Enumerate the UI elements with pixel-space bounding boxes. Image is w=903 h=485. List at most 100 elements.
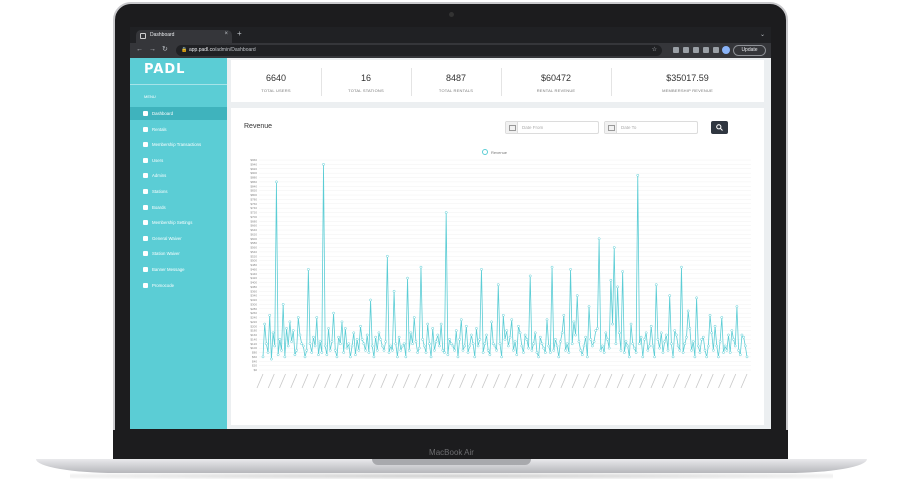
revenue-data-point[interactable]	[515, 353, 519, 357]
revenue-data-point[interactable]	[512, 348, 515, 352]
revenue-data-point[interactable]	[354, 353, 357, 357]
revenue-data-point[interactable]	[621, 270, 624, 273]
revenue-data-point[interactable]	[342, 351, 346, 354]
revenue-data-point[interactable]	[480, 268, 483, 271]
revenue-data-point[interactable]	[300, 342, 304, 346]
revenue-data-point[interactable]	[675, 333, 678, 337]
revenue-data-point[interactable]	[468, 344, 472, 348]
revenue-data-point[interactable]	[589, 338, 593, 341]
revenue-data-point[interactable]	[438, 344, 441, 348]
revenue-data-point[interactable]	[396, 355, 399, 359]
revenue-data-point[interactable]	[634, 351, 638, 354]
revenue-data-point[interactable]	[580, 353, 584, 357]
revenue-data-point[interactable]	[444, 211, 448, 214]
revenue-data-point[interactable]	[261, 355, 265, 359]
revenue-data-point[interactable]	[364, 348, 367, 352]
revenue-data-point[interactable]	[510, 318, 514, 322]
revenue-data-point[interactable]	[347, 342, 351, 346]
revenue-data-point[interactable]	[318, 340, 322, 343]
revenue-data-point[interactable]	[594, 329, 598, 332]
revenue-data-point[interactable]	[575, 294, 579, 297]
revenue-data-point[interactable]	[722, 351, 725, 354]
revenue-data-point[interactable]	[518, 331, 522, 335]
revenue-data-point[interactable]	[315, 316, 319, 319]
revenue-data-point[interactable]	[488, 353, 492, 357]
revenue-data-point[interactable]	[585, 355, 589, 359]
revenue-data-point[interactable]	[530, 348, 534, 352]
revenue-data-point[interactable]	[498, 342, 502, 346]
revenue-data-point[interactable]	[357, 348, 361, 352]
revenue-data-point[interactable]	[638, 342, 641, 346]
revenue-data-point[interactable]	[490, 320, 493, 324]
revenue-data-point[interactable]	[301, 344, 305, 348]
revenue-data-point[interactable]	[552, 348, 556, 352]
revenue-data-point[interactable]	[375, 348, 379, 352]
revenue-data-point[interactable]	[535, 351, 539, 354]
revenue-data-point[interactable]	[545, 318, 549, 322]
revenue-data-point[interactable]	[365, 333, 369, 337]
revenue-data-point[interactable]	[453, 348, 456, 352]
revenue-data-point[interactable]	[730, 329, 734, 332]
revenue-data-point[interactable]	[538, 335, 542, 339]
revenue-data-point[interactable]	[441, 348, 445, 352]
revenue-data-point[interactable]	[698, 351, 702, 354]
revenue-data-point[interactable]	[629, 322, 633, 326]
revenue-data-point[interactable]	[349, 355, 352, 359]
revenue-data-point[interactable]	[333, 348, 337, 352]
revenue-data-point[interactable]	[542, 346, 546, 350]
revenue-data-point[interactable]	[658, 346, 661, 350]
revenue-data-point[interactable]	[295, 348, 298, 352]
revenue-data-point[interactable]	[616, 285, 619, 289]
revenue-data-point[interactable]	[592, 340, 596, 343]
revenue-data-point[interactable]	[464, 324, 468, 328]
revenue-data-point[interactable]	[308, 342, 312, 346]
sidebar-item[interactable]: Stations	[130, 185, 227, 198]
revenue-data-point[interactable]	[471, 342, 475, 346]
sidebar-item[interactable]: Rentals	[130, 123, 227, 136]
revenue-data-point[interactable]	[495, 348, 498, 352]
revenue-data-point[interactable]	[649, 324, 653, 328]
revenue-data-point[interactable]	[416, 351, 419, 354]
revenue-data-point[interactable]	[380, 344, 384, 348]
revenue-data-point[interactable]	[656, 338, 660, 341]
revenue-data-point[interactable]	[320, 351, 324, 354]
revenue-data-point[interactable]	[624, 340, 628, 343]
revenue-data-point[interactable]	[399, 348, 403, 352]
revenue-data-point[interactable]	[661, 351, 665, 354]
revenue-data-point[interactable]	[505, 329, 509, 332]
revenue-data-point[interactable]	[715, 344, 719, 348]
revenue-data-point[interactable]	[389, 344, 393, 348]
sidebar-item[interactable]: Membership Settings	[130, 216, 227, 229]
revenue-data-point[interactable]	[602, 351, 606, 354]
revenue-data-point[interactable]	[577, 340, 581, 343]
extension-icon[interactable]	[693, 47, 699, 53]
revenue-data-point[interactable]	[367, 351, 371, 354]
revenue-data-point[interactable]	[446, 353, 450, 357]
revenue-data-point[interactable]	[443, 351, 446, 354]
revenue-data-point[interactable]	[659, 331, 663, 335]
revenue-data-point[interactable]	[436, 333, 440, 337]
revenue-data-point[interactable]	[611, 322, 614, 326]
revenue-data-point[interactable]	[745, 355, 749, 359]
revenue-data-point[interactable]	[560, 331, 564, 335]
revenue-data-point[interactable]	[281, 303, 285, 306]
date-to-input[interactable]: Date To	[604, 121, 698, 134]
revenue-data-point[interactable]	[671, 355, 675, 359]
revenue-data-point[interactable]	[604, 331, 608, 335]
revenue-data-point[interactable]	[496, 283, 500, 287]
revenue-data-point[interactable]	[639, 335, 643, 339]
browser-tab[interactable]: Dashboard ×	[136, 30, 232, 43]
revenue-data-point[interactable]	[296, 316, 300, 319]
sidebar-item[interactable]: General Waiver	[130, 232, 227, 245]
address-bar[interactable]: 🔒 app.padl.co/admin/Dashboard ☆	[176, 45, 662, 56]
revenue-data-point[interactable]	[641, 355, 645, 359]
revenue-data-point[interactable]	[407, 348, 411, 352]
revenue-data-point[interactable]	[562, 313, 566, 317]
revenue-data-point[interactable]	[485, 333, 488, 337]
revenue-data-point[interactable]	[713, 324, 717, 328]
revenue-data-point[interactable]	[313, 344, 317, 348]
puzzle-icon[interactable]	[703, 47, 709, 53]
revenue-data-point[interactable]	[493, 344, 497, 348]
revenue-data-point[interactable]	[434, 340, 438, 343]
revenue-data-point[interactable]	[263, 322, 267, 326]
